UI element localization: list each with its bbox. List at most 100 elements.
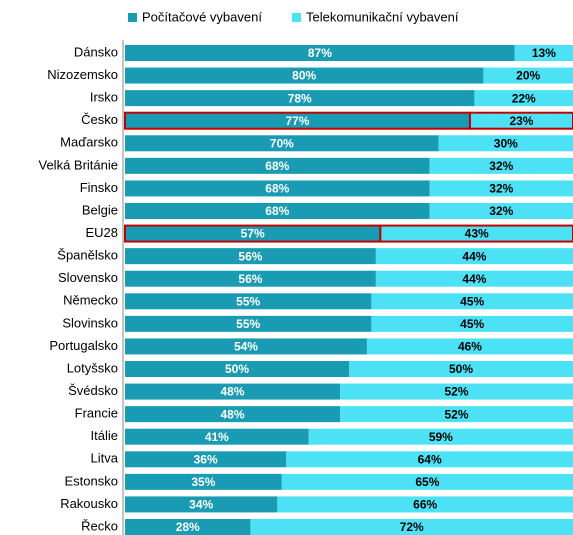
legend-swatch [292, 13, 301, 22]
bar-segment [371, 315, 573, 332]
value-label: 54% [234, 340, 258, 354]
bar-segment [125, 270, 376, 287]
value-label: 36% [194, 452, 218, 466]
category-label: Rakousko [60, 496, 118, 511]
bar-segment [125, 180, 430, 197]
value-label: 64% [418, 452, 442, 466]
value-label: 32% [489, 159, 513, 173]
bar-segment [125, 45, 515, 61]
category-label: Česko [81, 112, 118, 127]
category-label: Španělsko [57, 248, 118, 263]
value-label: 72% [400, 520, 424, 534]
bar-segment [366, 338, 573, 355]
value-label: 28% [176, 520, 200, 534]
category-label: Slovensko [58, 270, 118, 285]
bar-segment [125, 338, 367, 355]
value-label: 52% [445, 385, 469, 399]
value-label: 50% [449, 362, 473, 376]
value-label: 30% [494, 136, 518, 150]
category-label: Litva [91, 451, 119, 466]
category-label: Slovinsko [62, 315, 118, 330]
bar-segment [375, 270, 573, 287]
category-label: Lotyšsko [67, 360, 118, 375]
value-label: 46% [458, 340, 482, 354]
bar-segment [483, 67, 573, 84]
value-label: 48% [221, 407, 245, 421]
value-label: 41% [205, 430, 229, 444]
value-label: 50% [225, 362, 249, 376]
value-label: 44% [462, 249, 486, 263]
bar-segment [438, 135, 573, 152]
value-label: 56% [238, 249, 262, 263]
category-label: Itálie [91, 428, 118, 443]
bar-segment [125, 451, 287, 468]
category-label: Německo [63, 293, 118, 308]
value-label: 23% [509, 114, 533, 128]
value-label: 34% [189, 498, 213, 512]
bar-segment [125, 519, 251, 535]
bar-segment [125, 496, 278, 513]
bar-segment [125, 203, 430, 219]
bar-segment [514, 45, 573, 61]
category-label: Francie [75, 406, 118, 421]
category-label: Maďarsko [60, 135, 118, 150]
category-label: Portugalsko [49, 338, 118, 353]
value-label: 56% [238, 272, 262, 286]
category-label: Švédsko [68, 383, 118, 398]
category-label: Estonsko [65, 473, 118, 488]
value-label: 87% [308, 46, 332, 60]
value-label: 59% [429, 430, 453, 444]
bar-segment [125, 406, 341, 423]
value-label: 35% [191, 475, 215, 489]
category-label: Belgie [82, 202, 118, 217]
bar-segment [125, 157, 430, 174]
value-label: 70% [270, 136, 294, 150]
value-label: 48% [221, 385, 245, 399]
value-label: 68% [265, 182, 289, 196]
bar-segment [308, 428, 573, 445]
bar-segment [429, 157, 573, 174]
bar-segment [125, 293, 372, 310]
bar-segment [125, 248, 376, 265]
value-label: 57% [241, 227, 265, 241]
bar-segment [429, 203, 573, 219]
bar-segment [277, 496, 573, 513]
value-label: 68% [265, 204, 289, 218]
value-label: 77% [285, 114, 309, 128]
value-label: 44% [462, 272, 486, 286]
bar-segment [125, 90, 475, 107]
value-label: 13% [532, 46, 556, 60]
value-label: 68% [265, 159, 289, 173]
value-label: 65% [415, 475, 439, 489]
bar-segment [474, 90, 573, 107]
legend-swatch [128, 13, 137, 22]
category-label: Dánsko [74, 44, 118, 59]
bar-segment [125, 383, 341, 400]
bar-segment [125, 67, 484, 84]
bar-segment [125, 473, 282, 490]
legend-label: Počítačové vybavení [142, 9, 262, 24]
bar-segment [125, 315, 372, 332]
value-label: 80% [292, 69, 316, 83]
value-label: 52% [445, 407, 469, 421]
value-label: 55% [236, 294, 260, 308]
value-label: 55% [236, 317, 260, 331]
category-label: Velká Británie [39, 157, 119, 172]
value-label: 45% [460, 294, 484, 308]
legend-label: Telekomunikační vybavení [306, 9, 459, 24]
bar-segment [125, 428, 309, 445]
bar-segment [125, 135, 439, 152]
category-label: Finsko [80, 180, 118, 195]
value-label: 43% [465, 227, 489, 241]
value-label: 22% [512, 91, 536, 105]
bar-segment [349, 361, 573, 377]
category-label: EU28 [85, 225, 118, 240]
bar-segment [429, 180, 573, 197]
value-label: 78% [288, 91, 312, 105]
bar-segment [125, 361, 349, 377]
bar-segment [371, 293, 573, 310]
category-label: Řecko [81, 518, 118, 533]
category-label: Nizozemsko [47, 67, 118, 82]
bar-segment [286, 451, 573, 468]
